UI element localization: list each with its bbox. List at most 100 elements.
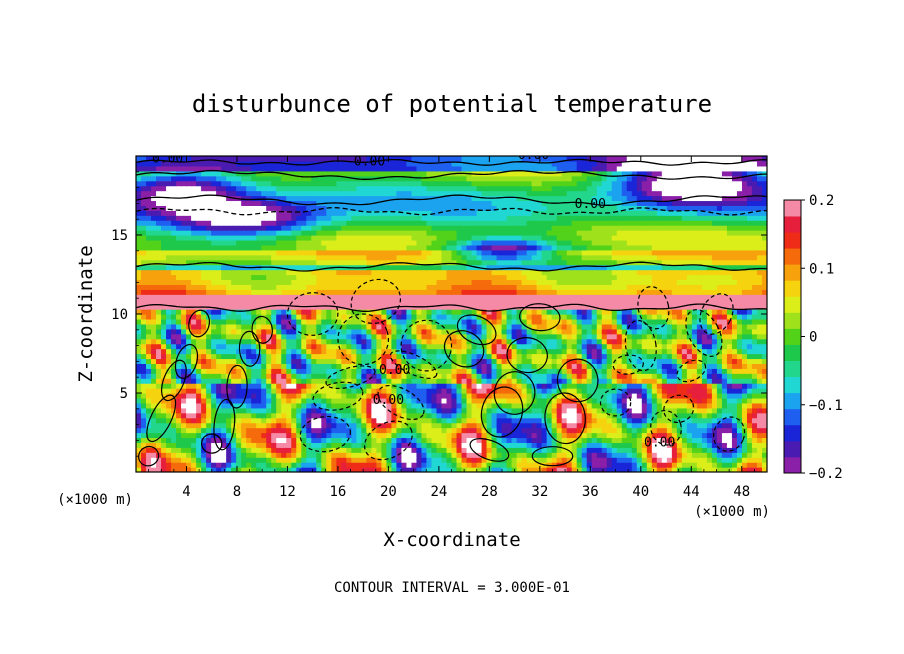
heatmap-cell: [716, 358, 723, 364]
heatmap-cell: [566, 343, 573, 350]
heatmap-cell: [456, 378, 463, 384]
heatmap-cell: [401, 368, 408, 374]
heatmap-cell: [406, 432, 413, 439]
heatmap-cell: [636, 279, 643, 285]
heatmap-cell: [671, 284, 678, 290]
heatmap-cell: [686, 457, 693, 463]
heatmap-cell: [281, 353, 287, 360]
heatmap-cell: [541, 338, 548, 345]
heatmap-cell: [606, 299, 613, 305]
heatmap-cell: [406, 343, 413, 350]
heatmap-cell: [291, 328, 297, 335]
heatmap-cell: [161, 432, 167, 439]
heatmap-cell: [341, 432, 347, 439]
heatmap-cell: [706, 309, 713, 315]
heatmap-cell: [511, 422, 518, 429]
heatmap-cell: [736, 432, 743, 439]
heatmap-cell: [296, 363, 302, 369]
heatmap-cell: [151, 368, 157, 374]
heatmap-cell: [691, 447, 698, 453]
heatmap-cell: [721, 328, 728, 335]
heatmap-cell: [491, 274, 498, 281]
heatmap-cell: [636, 363, 643, 369]
heatmap-cell: [751, 397, 758, 404]
heatmap-cell: [336, 353, 342, 360]
heatmap-cell: [341, 407, 347, 414]
heatmap-cell: [461, 452, 468, 458]
heatmap-cell: [241, 333, 247, 340]
heatmap-cell: [706, 388, 713, 394]
heatmap-cell: [201, 284, 207, 290]
heatmap-cell: [531, 343, 538, 350]
heatmap-cell: [206, 299, 212, 305]
heatmap-cell: [681, 388, 688, 394]
heatmap-cell: [246, 388, 252, 394]
heatmap-cell: [516, 437, 523, 443]
heatmap-cell: [466, 284, 473, 290]
heatmap-cell: [491, 422, 498, 429]
heatmap-cell: [171, 314, 177, 320]
heatmap-cell: [451, 397, 458, 404]
heatmap-cell: [441, 427, 448, 434]
heatmap-cell: [421, 333, 428, 340]
heatmap-cell: [326, 427, 332, 434]
heatmap-cell: [626, 343, 633, 350]
heatmap-cell: [746, 299, 753, 305]
heatmap-cell: [466, 373, 473, 379]
heatmap-cell: [356, 323, 362, 330]
heatmap-cell: [286, 289, 292, 295]
heatmap-cell: [661, 358, 668, 364]
heatmap-cell: [536, 348, 543, 355]
heatmap-cell: [456, 417, 463, 424]
heatmap-cell: [331, 462, 337, 468]
heatmap-cell: [571, 363, 578, 369]
heatmap-cell: [386, 328, 393, 335]
heatmap-cell: [581, 309, 588, 315]
heatmap-cell: [196, 274, 202, 281]
heatmap-cell: [521, 378, 528, 384]
heatmap-cell: [731, 328, 738, 335]
heatmap-cell: [441, 412, 448, 419]
heatmap-cell: [531, 309, 538, 315]
heatmap-cell: [366, 304, 372, 310]
heatmap-cell: [546, 309, 553, 315]
heatmap-cell: [516, 422, 523, 429]
heatmap-cell: [591, 294, 598, 300]
heatmap-cell: [421, 299, 428, 305]
heatmap-cell: [656, 432, 663, 439]
heatmap-cell: [501, 417, 508, 424]
heatmap-cell: [566, 412, 573, 419]
heatmap-cell: [166, 338, 172, 345]
heatmap-cell: [391, 407, 398, 414]
heatmap-cell: [236, 294, 242, 300]
heatmap-cell: [736, 358, 743, 364]
heatmap-cell: [546, 407, 553, 414]
heatmap-cell: [206, 412, 212, 419]
heatmap-cell: [441, 397, 448, 404]
heatmap-cell: [206, 333, 212, 340]
heatmap-cell: [666, 397, 673, 404]
heatmap-cell: [711, 417, 718, 424]
heatmap-cell: [146, 353, 152, 360]
heatmap-cell: [671, 358, 678, 364]
heatmap-cell: [291, 397, 297, 404]
heatmap-cell: [291, 279, 297, 285]
heatmap-cell: [556, 328, 563, 335]
heatmap-cell: [161, 378, 167, 384]
heatmap-cell: [576, 348, 583, 355]
heatmap-cell: [401, 397, 408, 404]
heatmap-cell: [656, 284, 663, 290]
heatmap-cell: [611, 294, 618, 300]
heatmap-cell: [566, 323, 573, 330]
heatmap-cell: [256, 368, 262, 374]
heatmap-cell: [386, 353, 393, 360]
heatmap-cell: [731, 343, 738, 350]
heatmap-cell: [541, 432, 548, 439]
heatmap-cell: [501, 289, 508, 295]
heatmap-cell: [761, 284, 767, 290]
heatmap-cell: [501, 318, 508, 325]
heatmap-cell: [401, 358, 408, 364]
heatmap-cell: [561, 318, 568, 325]
heatmap-cell: [596, 279, 603, 285]
heatmap-cell: [441, 422, 448, 429]
